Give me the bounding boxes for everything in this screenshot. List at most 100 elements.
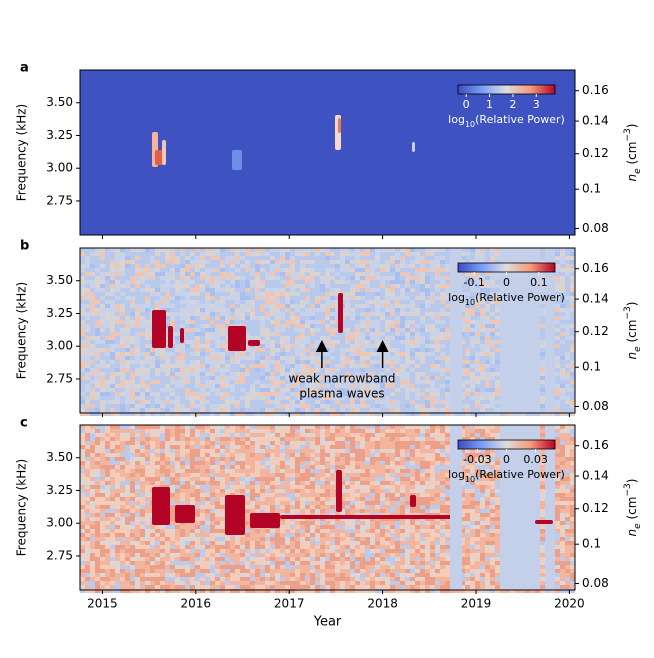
spectrogram-cell [315,408,320,412]
spectrogram-cell [430,388,435,392]
spectrogram-cell [100,469,105,473]
spectrogram-cell [275,348,280,352]
spectrogram-cell [440,380,445,384]
spectrogram-cell [305,304,310,308]
spectrogram-cell [145,368,150,372]
spectrogram-cell [445,272,450,276]
spectrogram-cell [420,400,425,404]
spectrogram-cell [125,316,130,320]
spectrogram-cell [115,497,120,501]
spectrogram-cell [100,517,105,521]
spectrogram-cell [95,300,100,304]
colorbar [458,263,555,272]
spectrogram-cell [190,344,195,348]
spectrogram-cell [560,340,565,344]
spectrogram-cell [360,264,365,268]
spectrogram-cell [305,328,310,332]
spectrogram-cell [370,264,375,268]
spectrogram-cell [80,441,85,445]
spectrogram-cell [95,348,100,352]
spectrogram-cell [175,368,180,372]
spectrogram-cell [310,276,315,280]
spectrogram-cell [170,320,175,324]
spectrogram-cell [125,264,130,268]
spectrogram-cell [400,268,405,272]
spectrogram-cell [140,340,145,344]
spectrogram-cell [135,565,140,569]
spectrogram-cell [125,537,130,541]
spectrogram-cell [135,376,140,380]
spectrogram-cell [140,292,145,296]
spectrogram-cell [80,408,85,412]
spectrogram-cell [85,429,90,433]
spectrogram-cell [80,388,85,392]
spectrogram-cell [115,585,120,589]
spectrogram-cell [270,316,275,320]
spectrogram-cell [390,356,395,360]
spectrogram-cell [555,332,560,336]
spectrogram-cell [405,360,410,364]
spectrogram-cell [240,284,245,288]
spectrogram-cell [240,304,245,308]
spectrogram-cell [400,396,405,400]
spectrogram-cell [390,388,395,392]
spectrogram-cell [495,368,500,372]
spectrogram-cell [130,264,135,268]
spectrogram-cell [130,268,135,272]
spectrogram-cell [565,272,570,276]
spectrogram-cell [405,392,410,396]
spectrogram-cell [190,316,195,320]
spectrogram-cell [355,324,360,328]
spectrogram-cell [100,553,105,557]
spectrogram-cell [295,276,300,280]
spectrogram-cell [395,396,400,400]
spectrogram-cell [80,384,85,388]
spectrogram-cell [235,404,240,408]
spectrogram-cell [110,561,115,565]
spectrogram-cell [180,364,185,368]
spectrogram-cell [275,268,280,272]
spectrogram-cell [115,332,120,336]
spectrogram-cell [415,348,420,352]
spectrogram-cell [225,360,230,364]
spectrogram-cell [310,280,315,284]
annotation-text: weak narrowband [288,372,395,386]
spectrogram-cell [295,404,300,408]
spectrogram-cell [135,344,140,348]
spectrogram-cell [445,252,450,256]
spectrogram-cell [440,312,445,316]
spectrogram-cell [490,316,495,320]
spectrogram-cell [475,340,480,344]
spectrogram-cell [315,344,320,348]
spectrogram-cell [155,272,160,276]
spectrogram-cell [140,320,145,324]
spectrogram-cell [380,248,385,252]
spectrogram-cell [300,276,305,280]
spectrogram-cell [230,404,235,408]
spectrogram-cell [200,316,205,320]
spectrogram-cell [95,384,100,388]
spectrogram-cell [405,372,410,376]
spectrogram-cell [380,256,385,260]
spectrogram-cell [440,404,445,408]
spectrogram-cell [310,324,315,328]
spectrogram-cell [220,316,225,320]
spectrogram-cell [150,360,155,364]
spectrogram-cell [485,380,490,384]
spectrogram-cell [290,292,295,296]
spectrogram-cell [445,388,450,392]
spectrogram-cell [215,252,220,256]
spectrogram-cell [220,360,225,364]
spectrogram-cell [355,340,360,344]
spectrogram-cell [230,276,235,280]
spectrogram-cell [220,408,225,412]
spectrogram-cell [80,292,85,296]
spectrogram-cell [350,312,355,316]
spectrogram-cell [560,360,565,364]
spectrogram-cell [340,336,345,340]
spectrogram-cell [495,336,500,340]
spectrogram-cell [90,280,95,284]
spectrogram-cell [130,573,135,577]
spectrogram-cell [160,569,165,573]
spectrogram-cell [570,288,575,292]
